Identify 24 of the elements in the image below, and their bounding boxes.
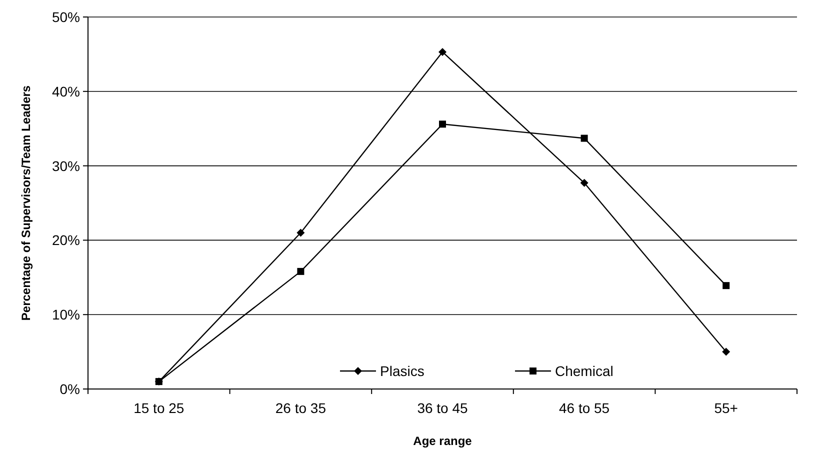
y-tick-label: 20% [52,232,80,248]
x-tick-label: 36 to 45 [417,400,468,416]
y-axis-title: Percentage of Supervisors/Team Leaders [19,85,33,321]
x-tick-label: 46 to 55 [558,400,610,416]
point [580,134,588,142]
x-tick-label: 26 to 35 [275,400,326,416]
point [722,282,730,290]
point [580,178,588,187]
x-tick-label: 15 to 25 [134,400,184,416]
y-tick-label: 10% [52,306,80,323]
y-tick-label: 30% [52,158,80,174]
y-tick-label: 50% [52,9,80,25]
point [722,348,730,356]
legend-label: Plasics [380,363,424,379]
point [438,48,446,56]
x-axis-title: Age range [413,434,472,448]
y-tick-label: 0% [60,381,80,397]
legend-label: Chemical [555,363,614,379]
x-tick-label: 55+ [714,400,738,416]
point [439,120,446,128]
point [297,268,304,275]
point [155,378,162,386]
y-tick-label: 40% [52,83,80,100]
point [296,228,305,237]
